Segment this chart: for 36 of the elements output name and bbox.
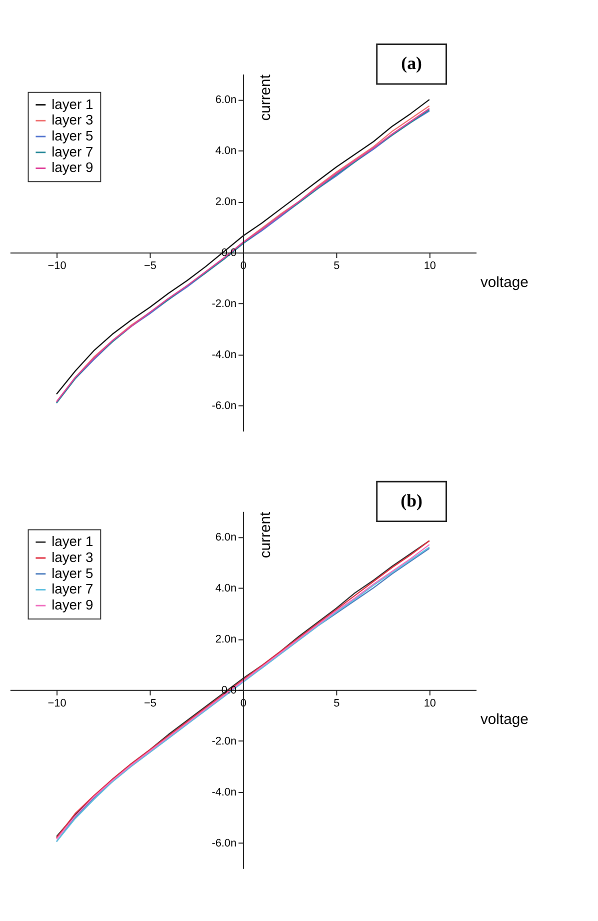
x-tick-label: −10: [48, 260, 66, 272]
x-tick-label: 10: [424, 697, 436, 710]
x-axis-title: voltage: [480, 712, 528, 728]
legend-label: layer 7: [52, 580, 94, 597]
y-tick-label: -6.0n: [212, 400, 237, 412]
y-tick-label: 4.0n: [215, 145, 237, 158]
y-tick-label: 6.0n: [215, 94, 237, 106]
legend-label: layer 3: [52, 112, 94, 128]
x-tick-label: −10: [48, 697, 66, 710]
x-axis-title: voltage: [480, 274, 528, 291]
y-tick-label: 2.0n: [215, 196, 237, 208]
text: (a): [401, 53, 422, 74]
y-axis-title: current: [258, 74, 274, 121]
legend-label: layer 3: [52, 548, 94, 565]
y-tick-label: 2.0n: [215, 633, 237, 646]
x-tick-label: 10: [424, 260, 436, 272]
y-tick-label: -2.0n: [212, 298, 237, 310]
legend-label: layer 9: [52, 596, 94, 613]
y-tick-label: -4.0n: [212, 349, 237, 362]
y-tick-label: 4.0n: [215, 582, 237, 594]
text: (b): [400, 490, 423, 510]
x-tick-label: 5: [334, 697, 340, 710]
legend-label: layer 1: [52, 96, 94, 112]
legend-label: layer 5: [52, 127, 94, 144]
x-tick-label: −5: [144, 697, 156, 710]
legend-label: layer 9: [52, 159, 94, 176]
y-tick-label: -6.0n: [212, 837, 237, 850]
legend-label: layer 1: [52, 533, 94, 550]
legend-label: layer 7: [52, 143, 94, 160]
x-tick-label: 5: [334, 260, 340, 272]
x-tick-label: −5: [144, 260, 156, 272]
y-tick-label: -2.0n: [212, 735, 237, 748]
legend-label: layer 5: [52, 564, 94, 581]
y-axis-title: current: [258, 511, 274, 558]
y-tick-label: 6.0n: [215, 531, 237, 544]
y-tick-label: -4.0n: [212, 786, 237, 798]
